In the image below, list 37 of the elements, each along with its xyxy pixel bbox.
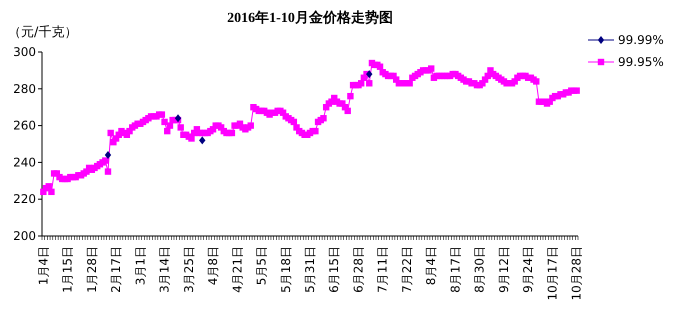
x-tick-label: 1月15日 — [60, 246, 75, 293]
x-tick-label: 1月4日 — [36, 246, 50, 286]
x-tick-label: 1月28日 — [84, 246, 99, 293]
y-tick-label: 300 — [13, 45, 36, 59]
x-tick-label: 7月22日 — [400, 246, 414, 293]
x-tick-label: 5月31日 — [303, 246, 317, 293]
x-tick-label: 4月8日 — [206, 246, 220, 286]
x-tick-label: 7月11日 — [376, 246, 390, 293]
x-tick-label: 8月30日 — [472, 246, 487, 293]
point — [199, 136, 206, 144]
y-tick-label: 220 — [13, 192, 36, 206]
x-tick-label: 6月28日 — [351, 246, 366, 293]
x-tick-label: 5月5日 — [254, 246, 269, 286]
x-tick-label: 8月17日 — [448, 246, 462, 293]
x-tick-label: 3月14日 — [158, 246, 172, 293]
legend-label: 99.99% — [618, 33, 664, 47]
x-tick-label: 6月15日 — [327, 246, 342, 293]
x-tick-label: 2月17日 — [109, 246, 124, 293]
x-tick-label: 10月28日 — [570, 246, 584, 301]
y-tick-label: 280 — [13, 82, 36, 96]
chart-title: 2016年1-10月金价格走势图 — [227, 10, 393, 26]
y-tick-label: 240 — [13, 155, 36, 170]
x-tick-label: 9月12日 — [496, 246, 511, 293]
y-tick-label: 200 — [13, 229, 36, 243]
y-axis-title: （元/千克） — [8, 25, 78, 40]
legend-label: 99.95% — [618, 55, 664, 69]
x-tick-label: 5月18日 — [278, 246, 293, 293]
y-tick-label: 260 — [13, 118, 36, 133]
point — [104, 151, 112, 160]
x-tick-label: 3月25日 — [182, 246, 196, 293]
x-tick-label: 4月21日 — [230, 246, 244, 293]
x-tick-label: 3月1日 — [133, 246, 148, 286]
x-tick-label: 10月17日 — [545, 246, 560, 301]
point — [174, 114, 182, 122]
x-tick-label: 8月4日 — [424, 246, 438, 286]
x-tick-label: 9月24日 — [521, 246, 536, 293]
point — [366, 70, 372, 78]
